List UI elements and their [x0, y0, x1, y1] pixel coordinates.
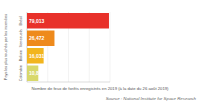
bar: [27, 13, 109, 29]
source: Source : National Institute for Space Re…: [106, 96, 197, 101]
category-label: Bolivie: [19, 50, 23, 61]
x-axis: [27, 82, 110, 83]
y-label: Pays les plus touchés par les incendies: [4, 14, 8, 80]
bar: [27, 48, 44, 64]
category-label: Colombie: [19, 65, 23, 81]
data-label: 26,472: [29, 35, 45, 41]
bars: [27, 13, 109, 81]
data-label: 16,031: [29, 53, 45, 59]
grid-line: [110, 12, 111, 82]
category-label: Brésil: [19, 16, 23, 26]
bar: [27, 31, 54, 47]
category-label: Venezuela: [19, 29, 23, 48]
x-label: Nombre de feux de forêts enregistrés en …: [32, 86, 169, 91]
data-label: 10,887: [29, 70, 45, 76]
chart: 79,013 26,472 16,031 10,887 Brésil Venezuela B…: [0, 0, 200, 106]
data-label: 79,013: [29, 18, 45, 24]
